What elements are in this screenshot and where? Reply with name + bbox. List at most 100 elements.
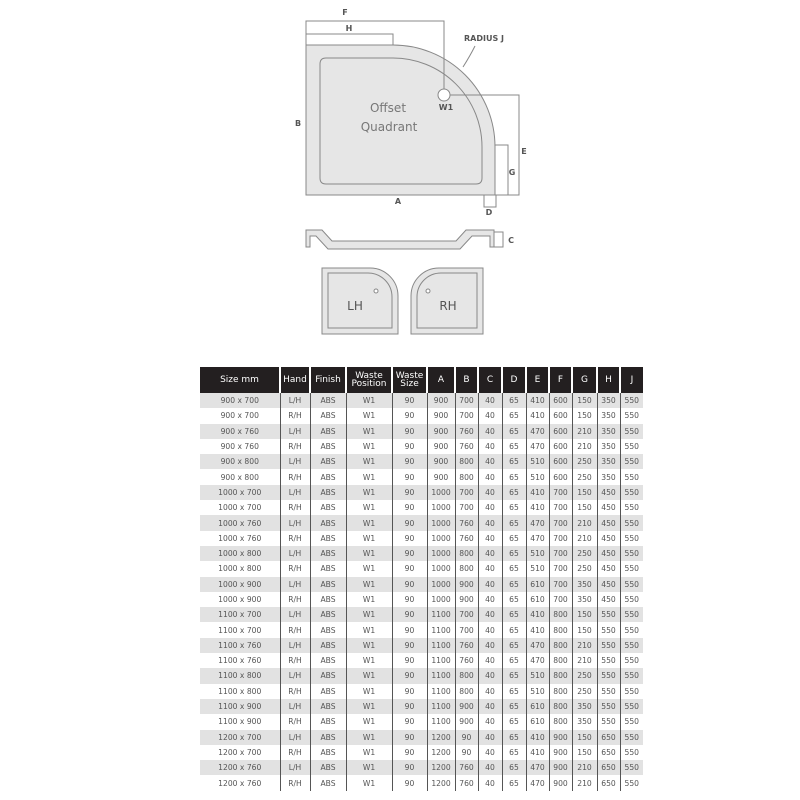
label-c: C bbox=[508, 236, 514, 245]
table-cell: 90 bbox=[391, 760, 427, 776]
table-cell: 65 bbox=[501, 408, 526, 424]
table-cell: 150 bbox=[571, 607, 597, 623]
table-cell: 760 bbox=[454, 530, 478, 546]
table-cell: 450 bbox=[596, 515, 620, 531]
table-cell: 550 bbox=[619, 469, 643, 485]
table-cell: 210 bbox=[571, 653, 597, 669]
table-cell: 250 bbox=[571, 454, 597, 470]
table-row: 1000 x 700 R/H ABS W1 90 1000 700 40 65 410 700 150… bbox=[200, 500, 643, 516]
table-cell: 550 bbox=[596, 698, 620, 715]
table-cell: 610 bbox=[525, 591, 549, 608]
table-cell: 90 bbox=[391, 622, 427, 638]
table-cell: 350 bbox=[596, 408, 620, 424]
table-cell: ABS bbox=[309, 484, 346, 501]
table-cell: 700 bbox=[548, 530, 572, 546]
table-cell: 40 bbox=[477, 454, 502, 470]
column-header: Waste Position bbox=[345, 367, 392, 393]
table-cell: 800 bbox=[548, 622, 572, 638]
table-row: 1000 x 760 L/H ABS W1 90 1000 760 40 65 470 700 210… bbox=[200, 515, 643, 531]
table-cell: 550 bbox=[619, 393, 643, 409]
table-cell: 40 bbox=[477, 729, 502, 745]
table-cell: 650 bbox=[596, 775, 620, 791]
table-cell: 65 bbox=[501, 775, 526, 791]
label-f: F bbox=[342, 8, 347, 17]
table-cell: 210 bbox=[571, 530, 597, 546]
table-cell: ABS bbox=[309, 515, 346, 531]
table-cell: 65 bbox=[501, 576, 526, 592]
table-cell: ABS bbox=[309, 530, 346, 546]
table-cell: 40 bbox=[477, 561, 502, 577]
table-cell: 1100 bbox=[426, 653, 455, 669]
table-cell: 700 bbox=[454, 622, 478, 638]
table-cell: 90 bbox=[391, 775, 427, 791]
table-cell: 550 bbox=[596, 714, 620, 730]
table-row: 1100 x 760 R/H ABS W1 90 1100 760 40 65 470 800 210… bbox=[200, 653, 643, 669]
table-row: 1000 x 800 L/H ABS W1 90 1000 800 40 65 510 700 250… bbox=[200, 545, 643, 562]
table-cell: R/H bbox=[279, 500, 310, 516]
table-cell: ABS bbox=[309, 607, 346, 623]
table-cell: W1 bbox=[345, 561, 392, 577]
table-cell: R/H bbox=[279, 438, 310, 455]
table-cell: 470 bbox=[525, 438, 549, 455]
table-cell: 65 bbox=[501, 393, 526, 409]
label-w1: W1 bbox=[439, 103, 454, 112]
table-cell: ABS bbox=[309, 668, 346, 684]
table-cell: W1 bbox=[345, 607, 392, 623]
table-cell: 700 bbox=[548, 591, 572, 608]
table-row: 1100 x 900 L/H ABS W1 90 1100 900 40 65 610 800 350… bbox=[200, 698, 643, 715]
table-cell: W1 bbox=[345, 469, 392, 485]
table-cell: 510 bbox=[525, 545, 549, 562]
table-cell: R/H bbox=[279, 622, 310, 638]
table-cell: 40 bbox=[477, 637, 502, 654]
dimension-g-box bbox=[494, 144, 509, 196]
offset-quadrant-diagram: Offset Quadrant F H B A D E G RADIUS J W… bbox=[295, 8, 527, 335]
label-g: G bbox=[509, 168, 516, 177]
table-cell: 1000 x 700 bbox=[200, 484, 280, 501]
table-cell: 760 bbox=[454, 515, 478, 531]
table-cell: 550 bbox=[619, 576, 643, 592]
column-header: Hand bbox=[279, 367, 310, 393]
table-cell: 900 bbox=[454, 714, 478, 730]
table-body: 900 x 700 L/H ABS W1 90 900 700 40 65 410 600 150 35… bbox=[200, 393, 643, 791]
table-cell: W1 bbox=[345, 653, 392, 669]
table-cell: 90 bbox=[391, 454, 427, 470]
table-cell: 90 bbox=[391, 561, 427, 577]
table-cell: 1100 bbox=[426, 683, 455, 699]
table-cell: 1000 x 900 bbox=[200, 576, 280, 592]
table-cell: 40 bbox=[477, 775, 502, 791]
table-cell: ABS bbox=[309, 576, 346, 592]
table-cell: 650 bbox=[596, 760, 620, 776]
table-cell: 470 bbox=[525, 423, 549, 439]
table-cell: ABS bbox=[309, 744, 346, 761]
table-cell: 760 bbox=[454, 653, 478, 669]
table-cell: R/H bbox=[279, 561, 310, 577]
table-cell: 90 bbox=[391, 500, 427, 516]
radius-leader-line bbox=[462, 45, 476, 68]
table-cell: 90 bbox=[454, 744, 478, 761]
table-cell: 550 bbox=[619, 729, 643, 745]
table-cell: 900 bbox=[426, 408, 455, 424]
table-cell: R/H bbox=[279, 469, 310, 485]
table-cell: 1100 bbox=[426, 668, 455, 684]
table-cell: ABS bbox=[309, 500, 346, 516]
table-cell: 900 bbox=[454, 576, 478, 592]
table-cell: 65 bbox=[501, 668, 526, 684]
table-cell: 1000 x 800 bbox=[218, 564, 262, 574]
table-cell: 90 bbox=[391, 714, 427, 730]
table-cell: 450 bbox=[596, 591, 620, 608]
column-header: J bbox=[619, 367, 643, 393]
table-cell: 90 bbox=[391, 683, 427, 699]
table-cell: L/H bbox=[279, 576, 310, 592]
table-cell: ABS bbox=[309, 454, 346, 470]
table-cell: 550 bbox=[619, 500, 643, 516]
table-cell: 550 bbox=[619, 484, 643, 501]
table-cell: 900 x 760 bbox=[200, 423, 280, 439]
table-cell: 40 bbox=[477, 515, 502, 531]
table-cell: 65 bbox=[501, 622, 526, 638]
shape-title-line2: Quadrant bbox=[361, 120, 418, 134]
column-header: Size mm bbox=[200, 367, 280, 393]
table-cell: 90 bbox=[454, 729, 478, 745]
table-cell: 40 bbox=[477, 530, 502, 546]
table-cell: 510 bbox=[525, 668, 549, 684]
table-cell: 610 bbox=[525, 714, 549, 730]
